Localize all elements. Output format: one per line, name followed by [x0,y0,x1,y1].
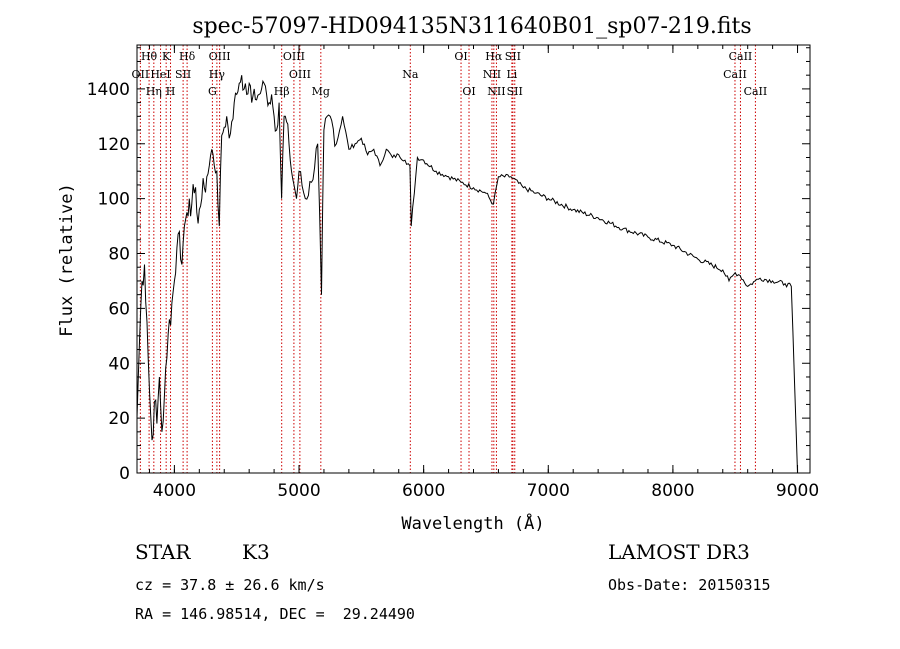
x-tick-label: 4000 [153,481,196,501]
x-axis-label: Wavelength (Å) [401,512,544,534]
spectral-line-label: SII [505,50,521,63]
spectral-line-label: Hθ [141,50,158,63]
spectral-line-label: Hγ [209,68,226,81]
y-tick-label: 100 [98,190,130,210]
spectral-line-label: OIII [209,50,231,63]
spectral-line-label: SII [507,85,523,98]
object-subclass: K3 [242,540,270,564]
redshift-velocity: cz = 37.8 ± 26.6 km/s [135,576,325,594]
object-class: STAR [135,540,191,564]
observation-date: Obs-Date: 20150315 [608,576,771,594]
spectral-line-markers [139,45,756,473]
spectral-line-label: CaII [729,50,753,63]
spectral-line-label: Mg [312,85,330,98]
spectral-line-label: Hα [485,50,503,63]
x-axis-ticks: 4000 5000 6000 7000 8000 9000 [148,45,819,501]
chart-title: spec-57097-HD094135N311640B01_sp07-219.f… [192,14,751,39]
spectral-line-label: K [162,50,171,63]
spectrum-line [136,75,798,474]
x-tick-label: 7000 [527,481,570,501]
spectral-line-label: HeI [150,68,170,81]
spectral-line-label: OIII [283,50,305,63]
spectral-line-label: Na [402,68,419,81]
spectral-line-label: OII [132,68,150,81]
spectral-line-label: Hβ [274,85,290,98]
spectral-line-label: OI [462,85,475,98]
y-tick-label: 120 [98,135,130,155]
coordinates: RA = 146.98514, DEC = 29.24490 [135,605,415,623]
spectral-line-label: G [208,85,217,98]
y-axis-ticks: 0 20 40 60 80 100 120 1400 [87,47,810,484]
spectral-line-label: SII [175,68,191,81]
survey-name: LAMOST DR3 [608,540,750,564]
spectral-line-label: Hη [146,85,162,98]
y-tick-label: 0 [119,464,130,484]
spectral-line-label: Li [506,68,517,81]
spectral-line-labels: Hθ K Hδ OII HeI SII Hη H OIII Hγ G OIII OIII Hβ Mg Na OI… [132,50,768,98]
spectral-line-label: NII [487,85,505,98]
spectral-line-label: NII [483,68,501,81]
spectral-line-label: OIII [289,68,311,81]
x-tick-label: 8000 [651,481,694,501]
spectral-line-label: OI [454,50,467,63]
y-tick-label: 80 [108,245,130,265]
y-tick-label: 40 [108,354,130,374]
x-tick-label: 9000 [776,481,819,501]
y-tick-label: 20 [108,409,130,429]
spectral-line-label: CaII [744,85,768,98]
spectral-line-label: CaII [723,68,747,81]
y-tick-label: 60 [108,299,130,319]
x-tick-label: 5000 [277,481,320,501]
spectral-line-label: Hδ [179,50,196,63]
spectral-line-label: H [166,85,176,98]
y-axis-label: Flux (relative) [57,183,77,337]
y-tick-label: 1400 [87,80,130,100]
x-tick-label: 6000 [402,481,445,501]
plot-frame [136,44,811,474]
